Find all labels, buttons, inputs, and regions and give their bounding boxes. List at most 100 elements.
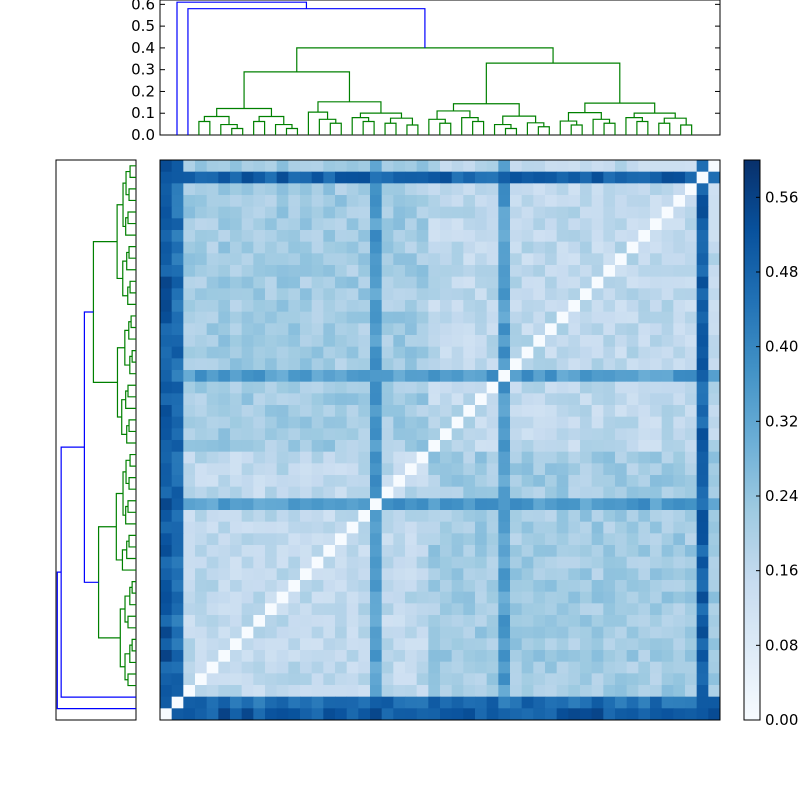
heatmap-cell <box>603 416 616 429</box>
heatmap-cell <box>510 288 523 301</box>
heatmap-cell <box>580 370 593 383</box>
heatmap-cell <box>370 638 383 651</box>
dendrogram-link <box>485 62 621 104</box>
heatmap-cell <box>650 650 663 663</box>
heatmap-cell <box>300 160 313 173</box>
heatmap-cell <box>673 486 686 499</box>
heatmap-cell <box>206 428 219 441</box>
heatmap-cell <box>661 498 674 511</box>
heatmap-cell <box>545 206 558 219</box>
heatmap-cell <box>183 323 196 336</box>
heatmap-cell <box>521 510 534 523</box>
heatmap-cell <box>463 370 476 383</box>
heatmap-cell <box>440 218 453 231</box>
heatmap-cell <box>451 673 464 686</box>
heatmap-cell <box>323 171 336 184</box>
heatmap-cell <box>241 428 254 441</box>
heatmap-cell <box>545 568 558 581</box>
heatmap-cell <box>171 241 184 254</box>
heatmap-cell <box>556 218 569 231</box>
heatmap-cell <box>405 580 418 593</box>
heatmap-cell <box>685 323 698 336</box>
heatmap-cell <box>638 673 651 686</box>
heatmap-cell <box>230 486 243 499</box>
heatmap-cell <box>440 591 453 604</box>
heatmap-cell <box>428 160 441 173</box>
heatmap-cell <box>195 568 208 581</box>
heatmap-cell <box>323 416 336 429</box>
heatmap-cell <box>638 626 651 639</box>
heatmap-cell <box>416 265 429 278</box>
heatmap-cell <box>218 603 231 616</box>
heatmap-cell <box>323 241 336 254</box>
heatmap-cell <box>638 603 651 616</box>
heatmap-cell <box>323 626 336 639</box>
heatmap-cell <box>661 311 674 324</box>
heatmap-cell <box>451 451 464 464</box>
dendrogram-link <box>121 399 127 435</box>
heatmap-cell <box>288 346 301 359</box>
heatmap-cell <box>370 346 383 359</box>
heatmap-cell <box>673 696 686 709</box>
heatmap-cell <box>241 241 254 254</box>
heatmap-cell <box>615 498 628 511</box>
heatmap-cell <box>276 685 289 698</box>
heatmap-cell <box>265 311 278 324</box>
heatmap-cell <box>615 195 628 208</box>
heatmap-cell <box>276 381 289 394</box>
heatmap-cell <box>206 300 219 313</box>
heatmap-cell <box>276 440 289 453</box>
heatmap-cell <box>486 393 499 406</box>
heatmap-cell <box>545 556 558 569</box>
heatmap-cell <box>673 568 686 581</box>
heatmap-cell <box>358 393 371 406</box>
heatmap-cell <box>335 230 348 243</box>
heatmap-cell <box>195 323 208 336</box>
heatmap-cell <box>580 311 593 324</box>
heatmap-cell <box>486 545 499 558</box>
heatmap-cell <box>206 685 219 698</box>
heatmap-cell <box>253 428 266 441</box>
heatmap-cell <box>591 685 604 698</box>
heatmap-cell <box>510 405 523 418</box>
heatmap-cell <box>183 381 196 394</box>
heatmap-cell <box>416 638 429 651</box>
heatmap-cell <box>440 370 453 383</box>
heatmap-cell <box>241 416 254 429</box>
heatmap-cell <box>545 591 558 604</box>
heatmap-cell <box>276 498 289 511</box>
heatmap-cell <box>568 521 581 534</box>
heatmap-cell <box>265 241 278 254</box>
heatmap-cell <box>696 160 709 173</box>
heatmap-cell <box>276 533 289 546</box>
heatmap-cell <box>568 533 581 546</box>
heatmap-cell <box>323 521 336 534</box>
heatmap-cell <box>206 708 219 721</box>
dendrogram-link <box>680 124 693 135</box>
heatmap-cell <box>533 486 546 499</box>
heatmap-cell <box>521 685 534 698</box>
heatmap-cell <box>276 545 289 558</box>
heatmap-cell <box>171 346 184 359</box>
heatmap-cell <box>253 195 266 208</box>
heatmap-cell <box>475 650 488 663</box>
heatmap-cell <box>358 556 371 569</box>
heatmap-cell <box>638 568 651 581</box>
heatmap-cell <box>288 638 301 651</box>
heatmap-cell <box>230 603 243 616</box>
heatmap-cell <box>358 358 371 371</box>
heatmap-cell <box>603 650 616 663</box>
heatmap-cell <box>661 603 674 616</box>
heatmap-cell <box>183 638 196 651</box>
heatmap-cell <box>416 661 429 674</box>
heatmap-cell <box>428 498 441 511</box>
heatmap-cell <box>685 708 698 721</box>
heatmap-cell <box>311 556 324 569</box>
heatmap-cell <box>405 451 418 464</box>
heatmap-cell <box>346 696 359 709</box>
heatmap-cell <box>580 300 593 313</box>
heatmap-cell <box>696 195 709 208</box>
heatmap-cell <box>206 206 219 219</box>
heatmap-cell <box>486 381 499 394</box>
heatmap-cell <box>463 696 476 709</box>
